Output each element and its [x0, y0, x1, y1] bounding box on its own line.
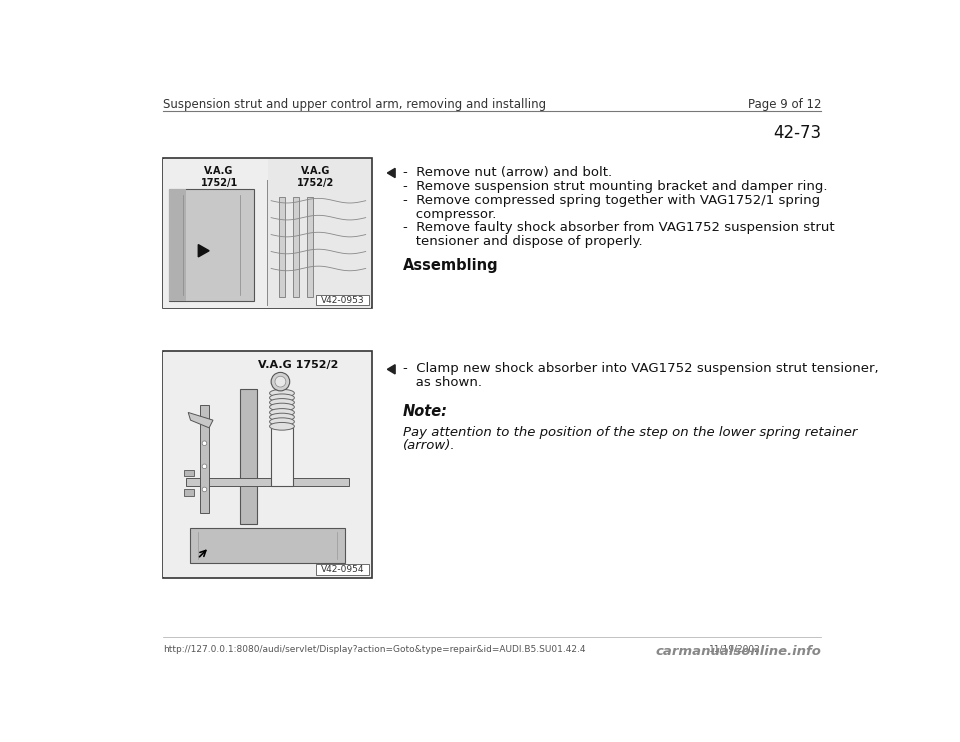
Circle shape — [203, 487, 206, 492]
Bar — [293, 197, 299, 297]
Text: compressor.: compressor. — [403, 208, 496, 220]
Polygon shape — [199, 245, 209, 257]
Ellipse shape — [270, 418, 295, 425]
Circle shape — [271, 372, 290, 391]
Text: 42-73: 42-73 — [773, 124, 822, 142]
Circle shape — [203, 418, 206, 422]
Ellipse shape — [270, 390, 295, 397]
Bar — [162, 351, 372, 578]
Ellipse shape — [270, 403, 295, 411]
Ellipse shape — [270, 413, 295, 421]
Bar — [278, 197, 285, 297]
Bar — [163, 352, 372, 577]
Text: -  Remove suspension strut mounting bracket and damper ring.: - Remove suspension strut mounting brack… — [403, 180, 828, 193]
Text: as shown.: as shown. — [403, 376, 482, 390]
Text: Note:: Note: — [403, 404, 448, 419]
Text: carmanualsonline.info: carmanualsonline.info — [656, 645, 822, 658]
Bar — [271, 428, 293, 485]
Polygon shape — [388, 365, 396, 374]
Text: V42-0953: V42-0953 — [321, 295, 364, 304]
Text: (arrow).: (arrow). — [403, 439, 455, 453]
Text: -  Remove compressed spring together with VAG1752/1 spring: - Remove compressed spring together with… — [403, 194, 820, 207]
Bar — [268, 159, 372, 308]
Circle shape — [275, 376, 286, 387]
Text: Suspension strut and upper control arm, removing and installing: Suspension strut and upper control arm, … — [162, 98, 545, 111]
Bar — [169, 189, 186, 301]
Ellipse shape — [270, 422, 295, 430]
Bar — [184, 470, 194, 476]
Bar — [190, 528, 345, 562]
Bar — [162, 158, 372, 309]
Bar — [316, 295, 369, 306]
Bar — [186, 478, 348, 485]
Polygon shape — [188, 413, 213, 428]
Bar — [316, 564, 369, 575]
Circle shape — [203, 464, 206, 469]
Text: -  Remove faulty shock absorber from VAG1752 suspension strut: - Remove faulty shock absorber from VAG1… — [403, 221, 834, 234]
Ellipse shape — [270, 409, 295, 416]
Text: V.A.G 1752/2: V.A.G 1752/2 — [258, 360, 339, 370]
Text: 11/19/2002: 11/19/2002 — [709, 645, 760, 654]
Text: V42-0954: V42-0954 — [321, 565, 364, 574]
Text: V.A.G
1752/2: V.A.G 1752/2 — [297, 166, 334, 188]
Text: Page 9 of 12: Page 9 of 12 — [748, 98, 822, 111]
Text: Pay attention to the position of the step on the lower spring retainer: Pay attention to the position of the ste… — [403, 425, 857, 439]
Text: -  Remove nut (arrow) and bolt.: - Remove nut (arrow) and bolt. — [403, 166, 612, 179]
Bar — [184, 490, 194, 496]
Text: tensioner and dispose of properly.: tensioner and dispose of properly. — [403, 235, 642, 249]
Bar — [169, 189, 254, 301]
Text: http://127.0.0.1:8080/audi/servlet/Display?action=Goto&type=repair&id=AUDI.B5.SU: http://127.0.0.1:8080/audi/servlet/Displ… — [162, 645, 586, 654]
Bar — [200, 404, 209, 513]
Circle shape — [203, 441, 206, 445]
Text: -  Clamp new shock absorber into VAG1752 suspension strut tensioner,: - Clamp new shock absorber into VAG1752 … — [403, 362, 878, 375]
Text: Assembling: Assembling — [403, 258, 498, 274]
Polygon shape — [388, 168, 396, 177]
Ellipse shape — [270, 398, 295, 407]
Bar — [240, 390, 257, 524]
Ellipse shape — [270, 394, 295, 401]
Bar — [163, 159, 372, 308]
Bar — [307, 197, 313, 297]
Text: V.A.G
1752/1: V.A.G 1752/1 — [201, 166, 238, 188]
